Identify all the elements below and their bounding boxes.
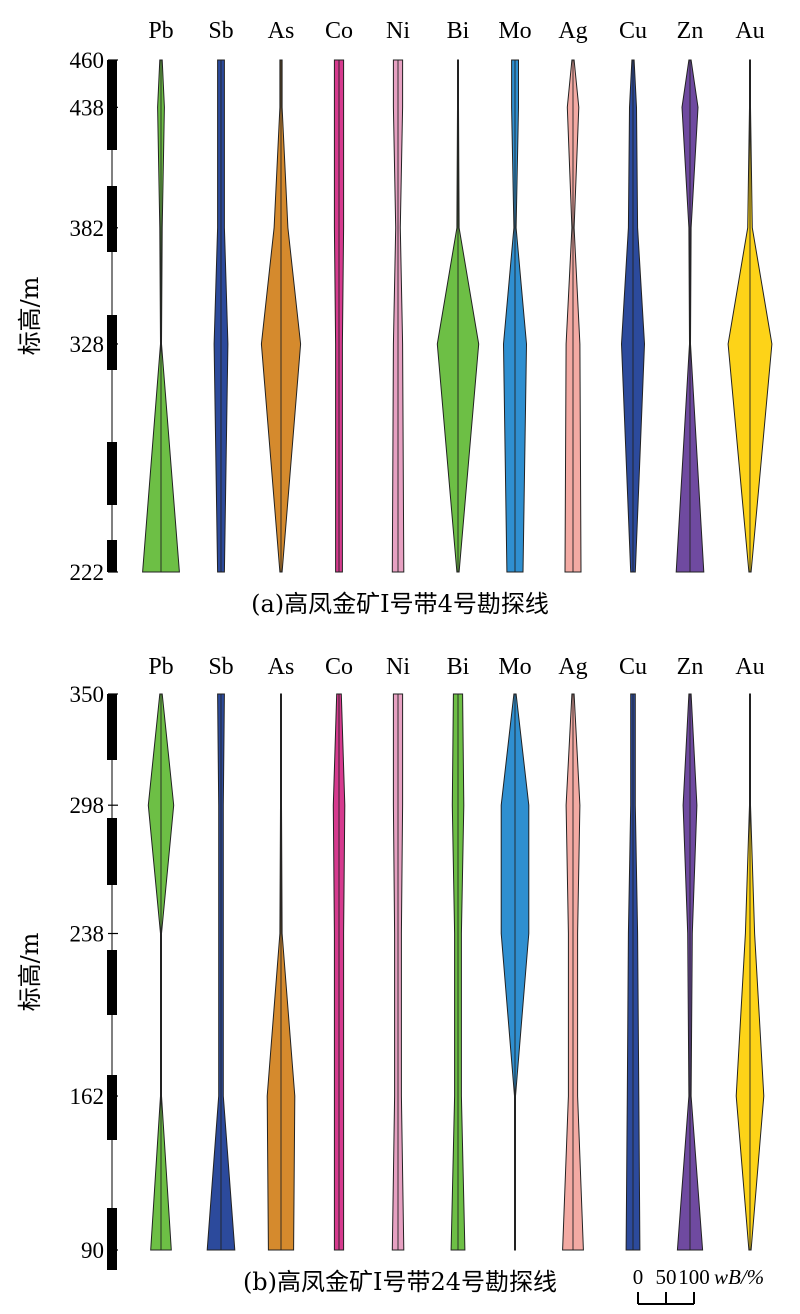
series-label-sb: Sb bbox=[208, 654, 233, 680]
series-label-as: As bbox=[268, 654, 295, 680]
series-label-ag: Ag bbox=[558, 654, 587, 680]
y-tick-label: 382 bbox=[70, 216, 105, 241]
y-tick-label: 460 bbox=[70, 48, 105, 73]
scale-bar: 0 50 100 wB/% bbox=[633, 1265, 764, 1305]
panel-caption: (b)高凤金矿Ⅰ号带24号勘探线 bbox=[243, 1268, 557, 1296]
series-label-pb: Pb bbox=[148, 654, 173, 680]
chart-panel-b: 350 298 238 162 90 标高/m Pb Sb As Co Ni Bi Mo Ag Cu Zn Au… bbox=[16, 654, 765, 1296]
scale-label: 50 bbox=[656, 1265, 677, 1289]
y-tick-label: 222 bbox=[70, 560, 105, 585]
scale-label: 100 bbox=[678, 1265, 710, 1289]
y-tick-label: 298 bbox=[70, 793, 105, 818]
y-axis-label: 标高/m bbox=[16, 932, 44, 1011]
series-label-ni: Ni bbox=[386, 18, 410, 44]
series-label-bi: Bi bbox=[447, 18, 470, 44]
series-label-bi: Bi bbox=[447, 654, 470, 680]
series-label-cu: Cu bbox=[619, 18, 647, 44]
y-tick-label: 162 bbox=[70, 1084, 105, 1109]
series-label-ag: Ag bbox=[558, 18, 587, 44]
series-label-zn: Zn bbox=[677, 654, 704, 680]
series-label-pb: Pb bbox=[148, 18, 173, 44]
series-label-as: As bbox=[268, 18, 295, 44]
y-tick-label: 238 bbox=[70, 922, 105, 947]
y-tick-label: 350 bbox=[70, 682, 105, 707]
series-label-zn: Zn bbox=[677, 18, 704, 44]
series-label-co: Co bbox=[325, 18, 353, 44]
series-label-cu: Cu bbox=[619, 654, 647, 680]
series-label-au: Au bbox=[735, 654, 764, 680]
chart-panel-a: 460 438 382 328 222 标高/m Pb Sb As Co Ni Bi Mo Ag Cu Zn A… bbox=[16, 18, 773, 618]
y-axis-label: 标高/m bbox=[16, 276, 44, 355]
scale-label: 0 bbox=[633, 1265, 644, 1289]
scale-unit: wB/% bbox=[714, 1265, 764, 1289]
series-label-sb: Sb bbox=[208, 18, 233, 44]
series-label-mo: Mo bbox=[498, 654, 531, 680]
y-tick-label: 90 bbox=[81, 1238, 104, 1263]
series-label-mo: Mo bbox=[498, 18, 531, 44]
series-label-au: Au bbox=[735, 18, 764, 44]
series-label-ni: Ni bbox=[386, 654, 410, 680]
series-label-co: Co bbox=[325, 654, 353, 680]
y-tick-label: 438 bbox=[70, 95, 105, 120]
panel-caption: (a)高凤金矿Ⅰ号带4号勘探线 bbox=[251, 590, 549, 618]
y-tick-label: 328 bbox=[70, 332, 105, 357]
